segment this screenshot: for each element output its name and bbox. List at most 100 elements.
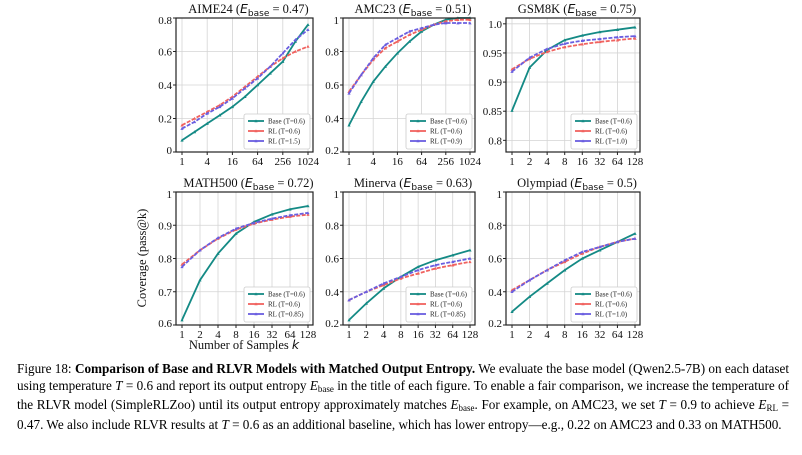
legend-label-base: Base (T=0.6)	[595, 291, 633, 299]
data-point-rl_matched	[456, 21, 460, 25]
data-point-base	[230, 105, 234, 109]
x-tick-label: 1	[179, 156, 185, 168]
panel-aime24: 1 4 16 64 256 1024 0 0.2 0.4 0.6 0.8 AIME24 (Ebase …	[158, 1, 319, 168]
data-point-rl_matched	[563, 258, 567, 262]
legend-label-rl_matched: RL (T=0.85)	[268, 311, 304, 319]
data-point-rl	[580, 251, 584, 255]
x-tick-label: 64	[416, 156, 428, 168]
caption-text: = 0.47. We also include RLVR results at	[17, 397, 790, 432]
legend-label-base: Base (T=0.6)	[430, 118, 468, 126]
data-point-rl_matched	[306, 28, 310, 32]
x-tick-label: 4	[381, 329, 387, 341]
data-point-rl_matched	[347, 298, 351, 302]
legend-marker-base	[254, 292, 258, 296]
legend-marker-rl	[416, 129, 420, 133]
data-point-rl_matched	[545, 47, 549, 51]
data-point-base	[234, 231, 238, 235]
caption-text: in the title of each figure. To enable a…	[17, 377, 790, 413]
axes-frame	[505, 17, 641, 153]
data-point-base	[563, 38, 567, 42]
series-line-base	[511, 26, 636, 111]
data-point-rl_matched	[444, 21, 448, 25]
legend-marker-rl	[254, 302, 258, 306]
y-tick-label: 0.8	[488, 135, 502, 147]
data-point-rl_matched	[256, 76, 260, 80]
x-tick-label: 256	[275, 156, 292, 168]
legend-marker-rl_matched	[581, 312, 585, 316]
data-point-rl_matched	[468, 21, 472, 25]
data-point-rl	[180, 123, 184, 127]
data-point-base	[270, 212, 274, 216]
legend-marker-rl	[416, 302, 420, 306]
data-point-rl_matched	[598, 245, 602, 249]
legend: Base (T=0.6) RL (T=0.6) RL (T=0.9)	[405, 113, 473, 150]
y-tick-label: 0.8	[158, 254, 172, 266]
data-point-base	[407, 39, 412, 43]
x-tick-label: 2	[527, 156, 533, 168]
x-tick-label: 16	[227, 156, 239, 168]
data-point-rl_matched	[468, 256, 472, 260]
caption-symbol-t: T	[221, 416, 229, 432]
data-point-base	[293, 39, 297, 43]
data-point-base	[218, 113, 222, 117]
data-point-base	[216, 251, 220, 255]
data-point-rl_matched	[416, 268, 420, 272]
data-point-base	[420, 29, 424, 33]
legend: Base (T=0.6) RL (T=0.6) RL (T=1.0)	[570, 286, 638, 323]
data-point-rl_matched	[433, 263, 438, 267]
x-tick-label: 2	[197, 329, 203, 341]
data-point-rl_matched	[395, 36, 399, 40]
data-point-base	[615, 28, 620, 31]
data-point-rl_matched	[383, 43, 387, 47]
x-tick-label: 1	[346, 156, 352, 168]
y-tick-label: 0.7	[158, 287, 172, 299]
y-tick-label: 1	[334, 15, 340, 27]
x-tick-label: 128	[300, 329, 317, 341]
y-tick-label: 0.8	[325, 220, 339, 232]
legend-marker-rl_matched	[416, 312, 420, 316]
data-point-rl	[563, 45, 567, 49]
x-tick-label: 64	[285, 329, 297, 341]
legend-label-rl: RL (T=0.6)	[430, 128, 463, 136]
legend: Base (T=0.6) RL (T=0.6) RL (T=1.0)	[570, 113, 638, 150]
data-point-rl	[563, 260, 567, 264]
chart-grid-svg: 1 4 16 64 256 1024 0 0.2 0.4 0.6 0.8 AIME24 (Ebase …	[135, 1, 644, 352]
data-point-rl	[444, 19, 448, 23]
series-line-rl_matched	[181, 212, 309, 268]
x-tick-label: 32	[594, 329, 605, 341]
data-point-rl_matched	[218, 105, 222, 109]
data-point-rl	[395, 39, 399, 43]
data-point-rl	[468, 18, 472, 21]
legend: Base (T=0.6) RL (T=0.6) RL (T=1.5)	[243, 113, 311, 150]
x-tick-label: 128	[627, 329, 644, 341]
data-point-base	[359, 100, 363, 104]
x-tick-label: 4	[544, 329, 550, 341]
legend-marker-base	[254, 119, 258, 123]
x-tick-label: 1	[509, 156, 515, 168]
caption-label: Figure 18:	[17, 361, 72, 376]
legend-marker-rl	[581, 302, 585, 306]
data-point-rl_matched	[633, 236, 637, 240]
figure-panels: 1 4 16 64 256 1024 0 0.2 0.4 0.6 0.8 AIME24 (Ebase …	[135, 1, 644, 352]
data-point-rl_matched	[580, 39, 584, 43]
data-point-rl	[230, 95, 234, 99]
y-tick-label: 0.6	[325, 80, 339, 92]
series-line-rl_matched	[511, 35, 636, 73]
data-point-rl_matched	[420, 26, 424, 30]
caption-subscript: RL	[766, 403, 778, 414]
data-point-rl_matched	[293, 38, 297, 42]
x-tick-label: 4	[215, 329, 221, 341]
x-tick-label: 1	[179, 329, 185, 341]
data-point-base	[580, 33, 584, 37]
legend-label-rl_matched: RL (T=0.9)	[430, 138, 463, 146]
data-point-rl_matched	[527, 56, 532, 59]
x-tick-label: 32	[594, 156, 605, 168]
y-tick-label: 0.6	[158, 318, 172, 330]
data-point-rl_matched	[381, 281, 386, 285]
data-point-rl_matched	[180, 126, 184, 130]
caption-subscript: base	[458, 403, 475, 414]
data-point-base	[347, 123, 351, 127]
y-tick-label: 0.6	[325, 254, 339, 266]
legend: Base (T=0.6) RL (T=0.6) RL (T=0.85)	[405, 286, 473, 323]
